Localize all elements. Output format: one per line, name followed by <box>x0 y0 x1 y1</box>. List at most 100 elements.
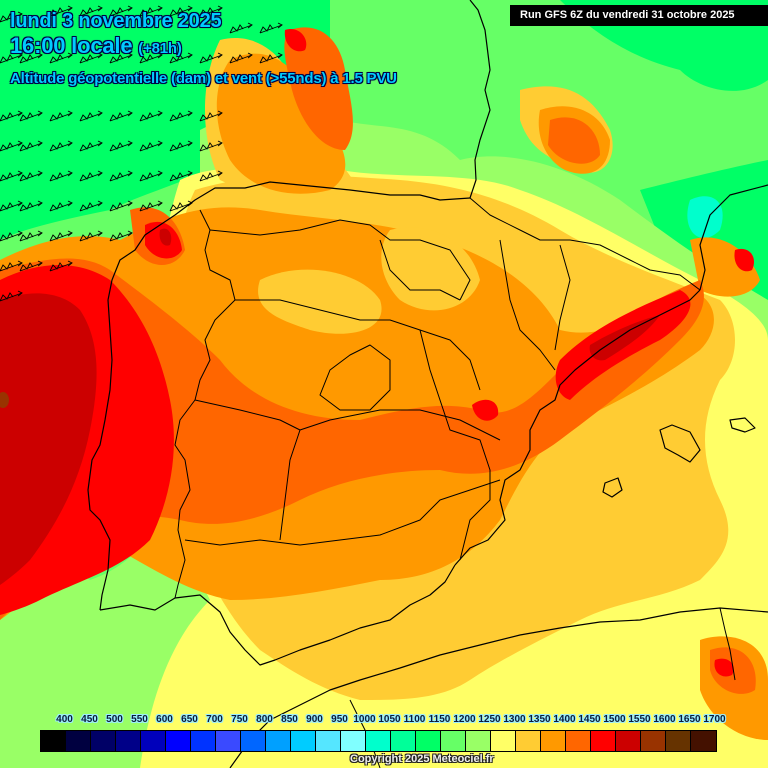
legend-swatch <box>316 731 341 751</box>
shading-dark-orange-france <box>548 117 600 164</box>
coast-france-med <box>699 184 768 291</box>
legend-label: 1350 <box>528 714 551 725</box>
coastlines <box>87 0 768 768</box>
border-algeria-tunisia <box>719 607 736 681</box>
legend-label: 1700 <box>703 714 726 725</box>
shading-dark-red-galicia <box>159 228 172 246</box>
legend-label: 1200 <box>453 714 476 725</box>
shading-dark-red-ebro <box>589 315 660 361</box>
legend-swatch <box>391 731 416 751</box>
legend-label: 1600 <box>653 714 676 725</box>
legend-swatch <box>66 731 91 751</box>
border-spain-france <box>469 197 701 291</box>
shading-orange-bay <box>216 53 346 194</box>
legend-label: 500 <box>106 714 123 725</box>
coast-mallorca <box>659 424 701 463</box>
legend-swatch <box>216 731 241 751</box>
shading-dark-orange <box>0 258 704 620</box>
border-region-5 <box>419 329 491 561</box>
coast-north-africa <box>229 607 768 768</box>
legend-swatch <box>191 731 216 751</box>
shading-red-e <box>734 248 755 272</box>
variable-description: Altitude géopotentielle (dam) et vent (>… <box>10 70 397 87</box>
legend-label: 700 <box>206 714 223 725</box>
shading-red-se <box>714 658 734 677</box>
legend-label: 1050 <box>378 714 401 725</box>
legend-label: 900 <box>306 714 323 725</box>
legend-label: 1500 <box>603 714 626 725</box>
legend-label: 1250 <box>478 714 501 725</box>
legend-label: 850 <box>281 714 298 725</box>
legend-label: 1450 <box>578 714 601 725</box>
coast-east-spain <box>454 289 701 566</box>
forecast-time: 16:00 locale (+81h) <box>10 33 182 59</box>
legend-swatch <box>691 731 716 751</box>
legend-label: 1650 <box>678 714 701 725</box>
legend-swatch <box>541 731 566 751</box>
border-region-1 <box>209 219 471 301</box>
legend-label: 1400 <box>553 714 576 725</box>
border-region-2 <box>235 299 481 391</box>
forecast-date: lundi 3 novembre 2025 <box>10 10 222 32</box>
legend-swatch <box>616 731 641 751</box>
copyright-notice: Copyright 2025 Meteociel.fr <box>350 753 494 765</box>
legend-label: 1000 <box>353 714 376 725</box>
legend-swatch <box>441 731 466 751</box>
coast-menorca <box>729 417 756 433</box>
legend-swatch <box>166 731 191 751</box>
legend-swatch <box>266 731 291 751</box>
legend-swatch <box>341 731 366 751</box>
legend-label: 400 <box>56 714 73 725</box>
border-region-6 <box>499 239 556 371</box>
legend-label: 650 <box>181 714 198 725</box>
legend-labels: 400 450 500 550 600 650 700 750 800 850 900 950 1000… <box>56 714 738 728</box>
legend-swatch <box>466 731 491 751</box>
legend-swatch <box>641 731 666 751</box>
forecast-local-time: 16:00 locale <box>10 33 133 58</box>
legend-swatch <box>491 731 516 751</box>
shading-orange-e <box>690 237 760 297</box>
border-region-9 <box>279 429 301 541</box>
border-region-7 <box>554 244 571 351</box>
forecast-lead-time: (+81h) <box>138 40 182 57</box>
legend-label: 550 <box>131 714 148 725</box>
legend-swatch <box>141 731 166 751</box>
legend-swatch <box>116 731 141 751</box>
model-run-label: Run GFS 6Z du vendredi 31 octobre 2025 <box>510 5 768 26</box>
legend-label: 1550 <box>628 714 651 725</box>
legend-swatch <box>241 731 266 751</box>
coast-france-atlantic <box>469 0 491 199</box>
coast-cantabrian <box>107 181 471 301</box>
legend-swatch <box>566 731 591 751</box>
coast-ibiza <box>602 477 623 498</box>
legend-label: 600 <box>156 714 173 725</box>
coast-south-spain <box>99 564 456 666</box>
legend-swatch <box>516 731 541 751</box>
legend-swatch <box>666 731 691 751</box>
legend-swatch <box>366 731 391 751</box>
legend-label: 800 <box>256 714 273 725</box>
legend-label: 950 <box>331 714 348 725</box>
border-region-3 <box>194 399 501 441</box>
legend-label: 1150 <box>428 714 451 725</box>
shading-dark-red-atlantic <box>0 293 97 585</box>
shading-brown-spot <box>0 392 9 408</box>
legend-label: 1300 <box>503 714 526 725</box>
legend-swatch <box>91 731 116 751</box>
pocket-light-orange-2 <box>381 227 480 311</box>
border-madrid <box>319 344 391 411</box>
border-region-4 <box>184 479 501 546</box>
legend-label: 1100 <box>403 714 426 725</box>
shading-aqua-e <box>687 196 723 239</box>
coast-portugal-west <box>87 299 113 611</box>
shading-red-spot-1 <box>472 399 499 421</box>
legend-swatch <box>591 731 616 751</box>
border-spain-portugal <box>174 209 236 599</box>
legend-swatch <box>41 731 66 751</box>
legend-label: 750 <box>231 714 248 725</box>
legend-swatch <box>291 731 316 751</box>
legend-label: 450 <box>81 714 98 725</box>
borders <box>174 197 736 768</box>
legend-swatch <box>416 731 441 751</box>
